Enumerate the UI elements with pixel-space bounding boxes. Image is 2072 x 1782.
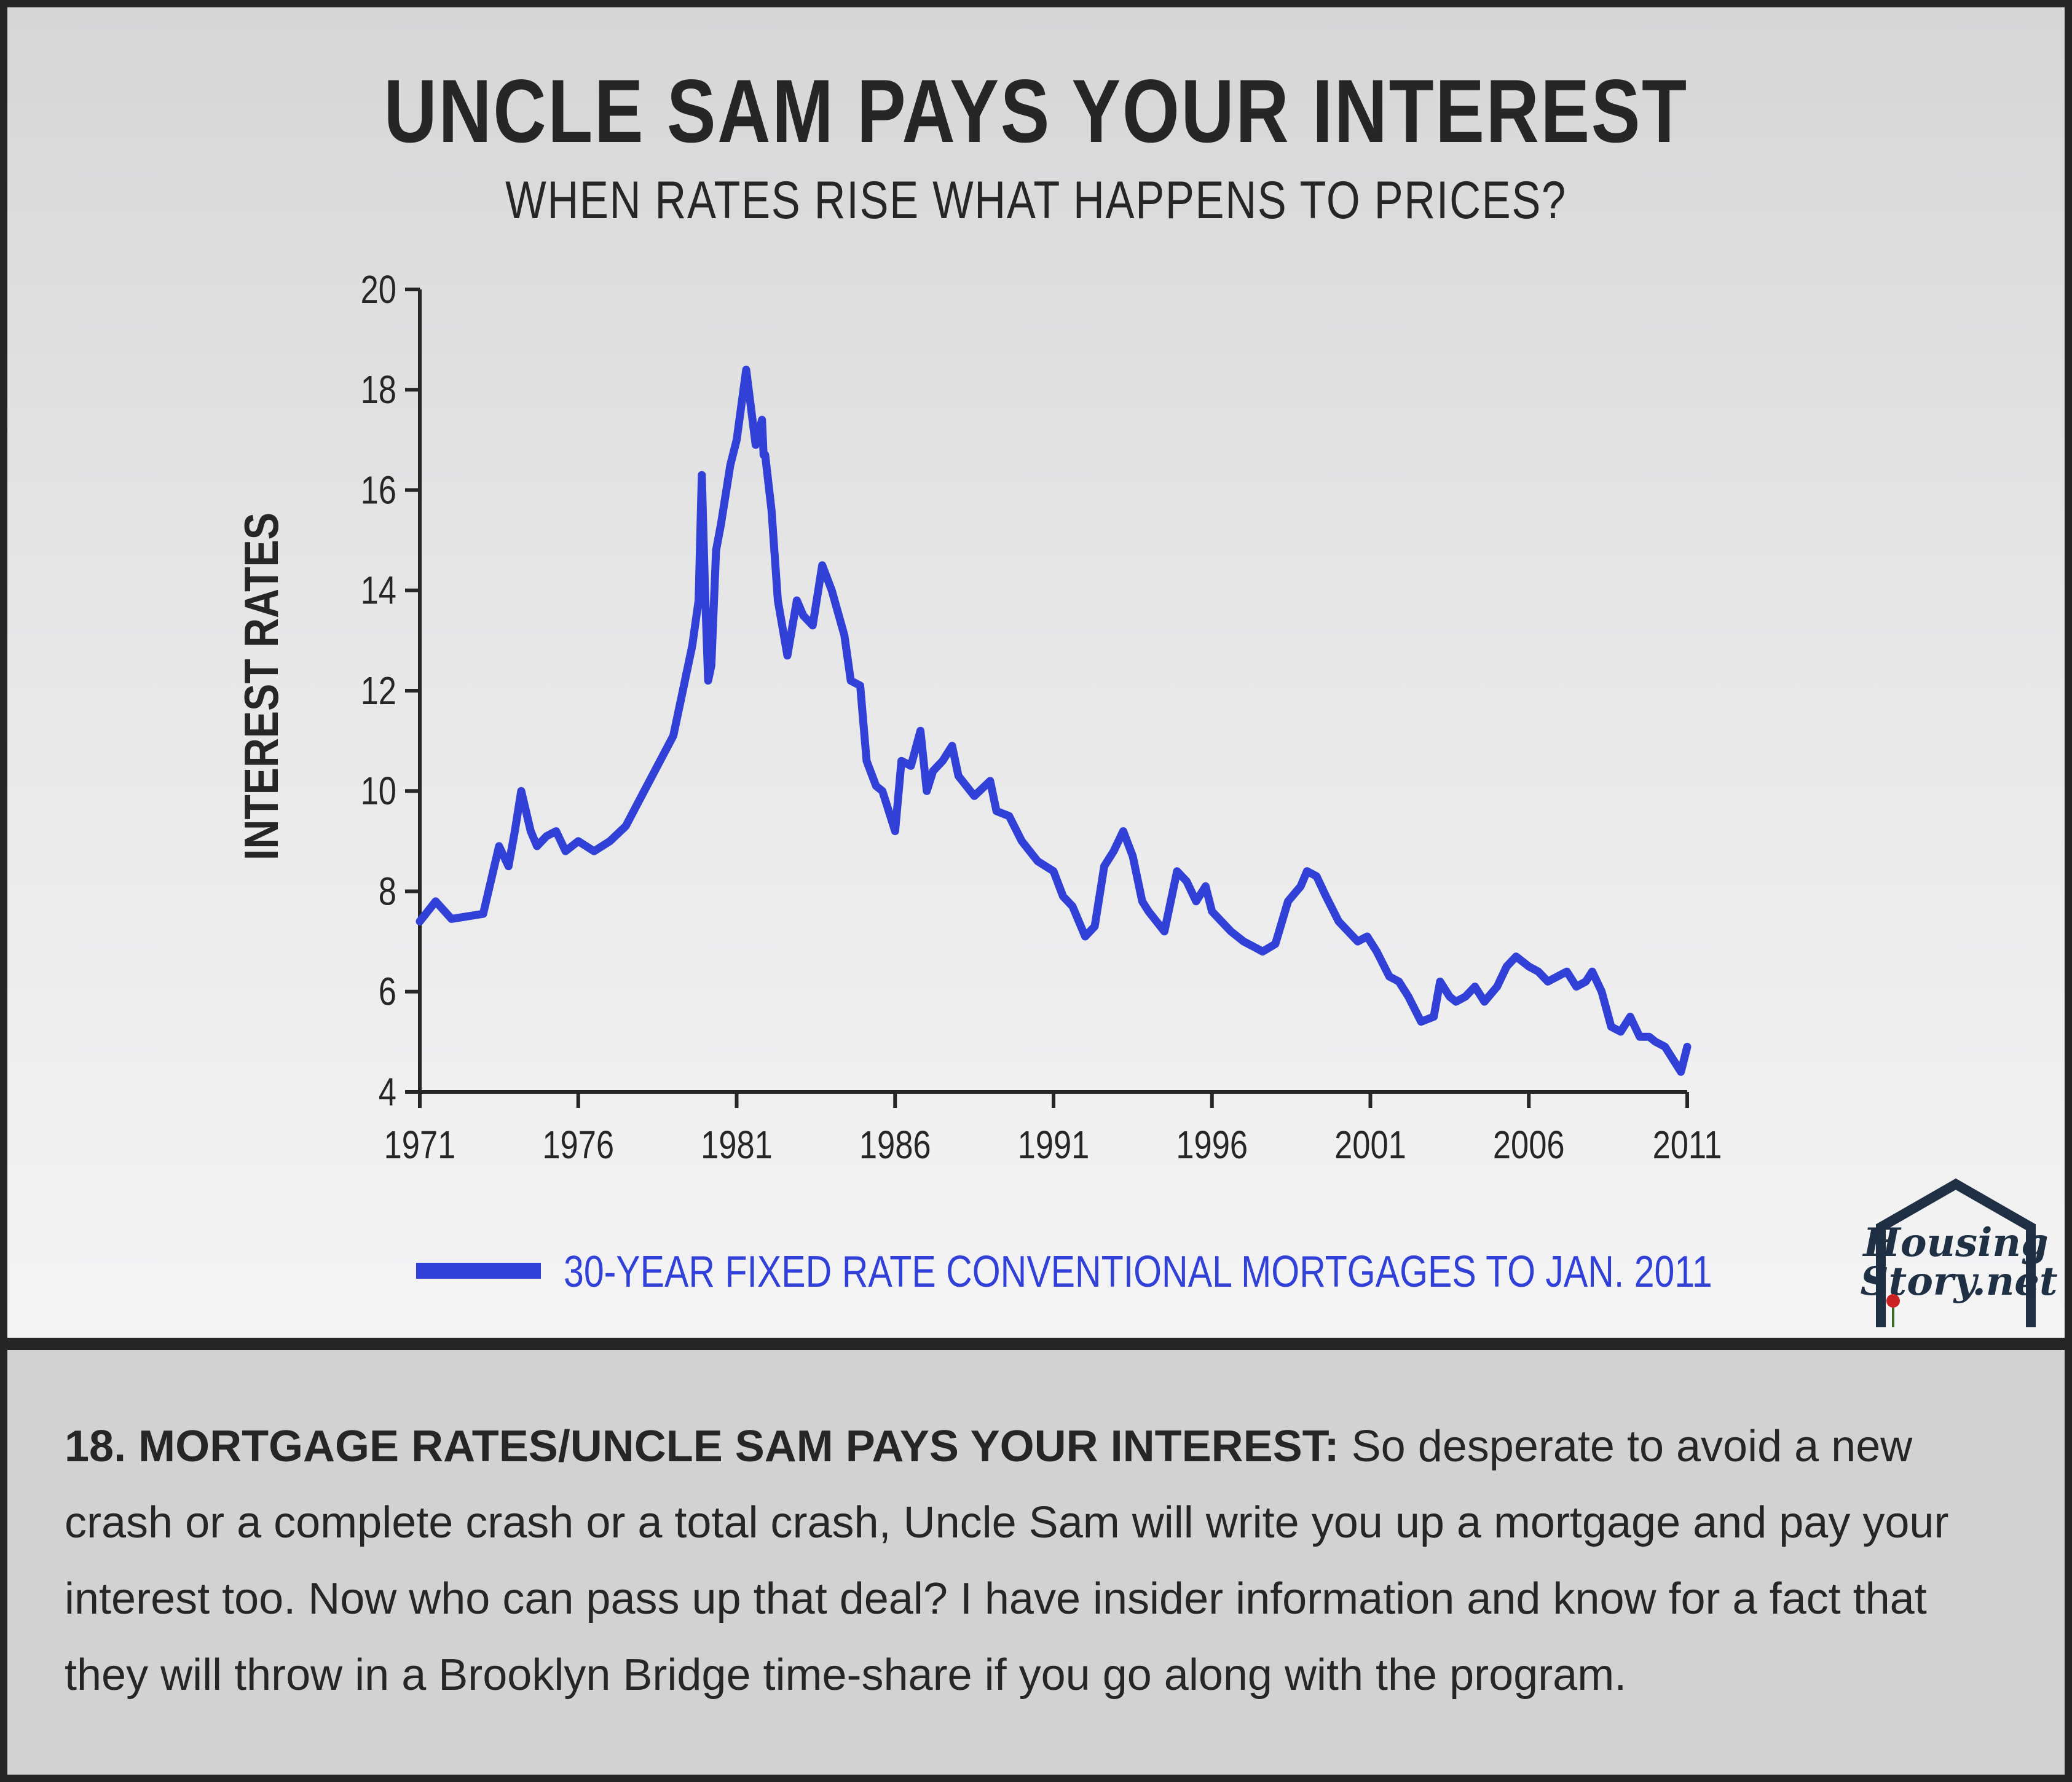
chart-subtitle: WHEN RATES RISE WHAT HAPPENS TO PRICES? <box>505 171 1567 230</box>
y-tick-label: 14 <box>361 569 396 613</box>
caption-lead: 18. MORTGAGE RATES/UNCLE SAM PAYS YOUR I… <box>65 1422 1339 1471</box>
x-tick-label: 1991 <box>1018 1123 1090 1167</box>
y-tick-label: 6 <box>379 970 396 1014</box>
chart-panel: UNCLE SAM PAYS YOUR INTEREST WHEN RATES … <box>7 7 2065 1338</box>
series-line-mortgage-rate <box>416 366 1692 1076</box>
logo-text-line1: Housing <box>1862 1220 2048 1266</box>
y-tick-label: 20 <box>361 268 396 312</box>
legend: 30-YEAR FIXED RATE CONVENTIONAL MORTGAGE… <box>416 1246 1712 1296</box>
y-tick-label: 18 <box>361 368 396 412</box>
x-tick-label: 1976 <box>542 1123 614 1167</box>
logo: Housing Story.net <box>1860 1178 2058 1327</box>
x-tick-label: 2001 <box>1334 1123 1406 1167</box>
x-tick-label: 1996 <box>1176 1123 1248 1167</box>
x-tick-label: 2011 <box>1653 1123 1722 1167</box>
y-tick-label: 4 <box>379 1070 396 1114</box>
caption-body: So desperate to avoid a new crash or a c… <box>65 1422 1949 1700</box>
y-tick-label: 8 <box>379 870 396 914</box>
caption-panel <box>7 1350 2065 1775</box>
rose-icon <box>1886 1294 1900 1308</box>
line-chart: 4 6 8 10 12 14 16 18 20 1971 1976 1981 1986 1991 1996 2… <box>235 268 2058 1327</box>
y-axis-label: INTEREST RATES <box>235 512 288 860</box>
chart-title: UNCLE SAM PAYS YOUR INTEREST <box>384 61 1688 161</box>
caption-text: 18. MORTGAGE RATES/UNCLE SAM PAYS YOUR I… <box>65 1408 2007 1713</box>
x-tick-label: 1981 <box>701 1123 773 1167</box>
x-tick-label: 1986 <box>859 1123 931 1167</box>
y-tick-label: 12 <box>361 669 396 713</box>
legend-label: 30-YEAR FIXED RATE CONVENTIONAL MORTGAGE… <box>564 1246 1712 1296</box>
y-tick-label: 10 <box>361 769 396 813</box>
x-tick-label: 2006 <box>1493 1123 1565 1167</box>
house-outline-icon <box>1876 1178 2036 1327</box>
x-tick-label: 1971 <box>384 1123 456 1167</box>
y-tick-label: 16 <box>361 469 396 512</box>
